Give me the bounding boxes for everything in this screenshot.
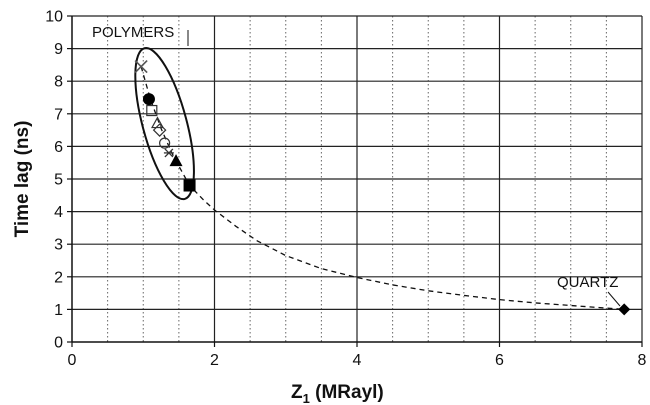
data-points	[134, 59, 631, 316]
x-tick-label: 2	[210, 352, 219, 369]
polymers-annotation: POLYMERS	[92, 24, 174, 41]
y-axis-title: Time lag (ns)	[12, 121, 33, 238]
data-point-triangle	[169, 154, 183, 167]
data-point-star	[163, 148, 174, 158]
axes: 0 1 2 3 4 5 6 7 8 9 10 0 2 4 6 8	[45, 9, 646, 370]
data-point-diamond	[618, 303, 631, 316]
data-point-square-open	[146, 104, 158, 117]
polymers-ellipse	[134, 47, 195, 201]
y-tick-label: 2	[54, 269, 63, 286]
star-marker-stroke	[164, 148, 174, 158]
quartz-leader-line	[607, 291, 621, 307]
polymers-ellipse-group	[134, 47, 195, 201]
quartz-annotation: QUARTZ	[557, 274, 618, 291]
x-tick-label: 0	[68, 352, 77, 369]
data-point-diamond-open	[152, 123, 167, 137]
fit-curve-group	[140, 66, 625, 311]
y-tick-label: 1	[54, 302, 63, 319]
y-tick-label: 9	[54, 41, 63, 58]
y-tick-label: 6	[54, 139, 63, 156]
y-tick-label: 3	[54, 237, 63, 254]
grid	[72, 15, 643, 342]
x-axis-title-unit: (MRayl)	[310, 382, 384, 403]
x-tick-label: 8	[638, 352, 647, 369]
y-tick-label: 7	[54, 106, 63, 123]
x-axis-title-main: Z	[291, 382, 303, 403]
y-tick-label: 10	[45, 9, 63, 26]
data-point-triangle-open	[150, 116, 165, 129]
y-tick-label: 4	[54, 204, 63, 221]
data-point-cross	[134, 59, 148, 74]
data-point-square	[183, 179, 196, 192]
x-tick-label: 6	[495, 352, 504, 369]
data-point-circle-open	[159, 137, 171, 149]
fit-curve	[140, 66, 625, 311]
labels: POLYMERS QUARTZ Z1 (MRayl) Time lag (ns)	[12, 24, 621, 405]
x-axis-title-subscript: 1	[303, 391, 310, 405]
cross-marker-stroke	[134, 59, 148, 74]
y-tick-label: 8	[54, 74, 63, 91]
y-tick-label: 0	[54, 335, 63, 352]
x-axis-title: Z1 (MRayl)	[291, 382, 384, 405]
data-point-circle	[142, 93, 155, 106]
x-tick-label: 4	[353, 352, 362, 369]
y-tick-label: 5	[54, 172, 63, 189]
